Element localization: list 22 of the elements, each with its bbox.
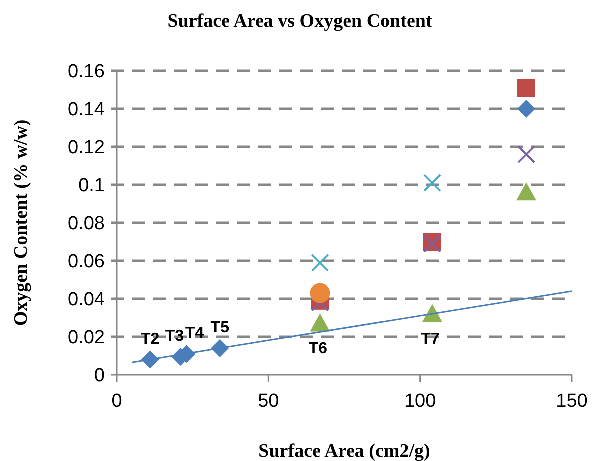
x-tick-label: 100 [404,391,436,412]
y-tick-label: 0.1 [78,176,105,197]
y-tick-label: 0 [94,366,105,387]
y-tick-label: 0.08 [68,214,105,235]
x-axis-title: Surface Area (cm2/g) [258,441,430,461]
y-tick-label: 0.16 [68,62,105,83]
annotation: T5 [210,319,230,336]
chart-title: Surface Area vs Oxygen Content [168,11,433,32]
annotation: T7 [421,331,440,348]
x-tick-label: 50 [258,391,280,412]
y-tick-label: 0.04 [68,290,106,311]
y-axis-title: Oxygen Content (% w/w) [11,120,32,326]
x-tick-label: 0 [112,391,122,412]
x-tick-label: 150 [556,391,588,412]
y-tick-label: 0.12 [68,138,105,159]
annotation: T3 [165,328,184,345]
annotation: T6 [308,340,328,358]
y-tick-label: 0.02 [68,328,105,349]
y-tick-label: 0.06 [68,252,105,273]
annotation: T4 [185,325,204,342]
annotation: T2 [141,330,160,348]
y-tick-label: 0.14 [68,100,106,121]
